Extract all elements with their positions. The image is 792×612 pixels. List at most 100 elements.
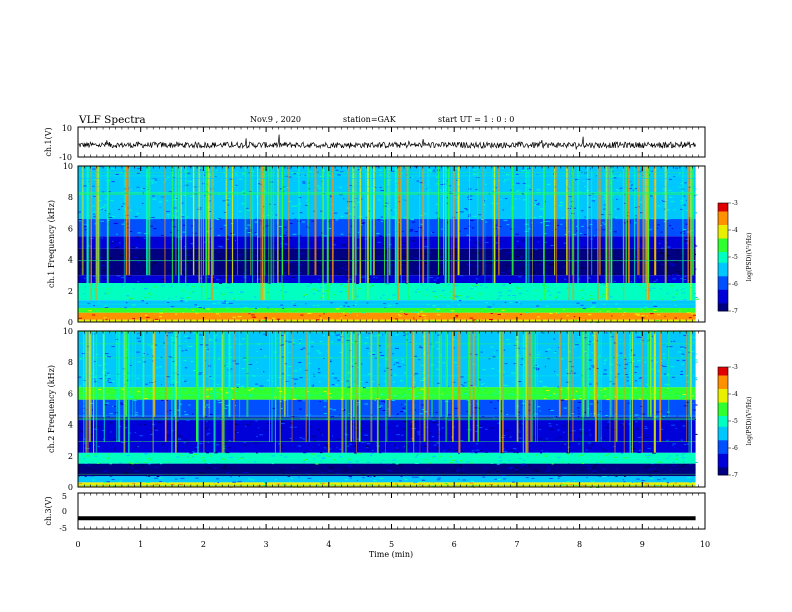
- ch2-spec-speckle: [538, 406, 540, 408]
- ch1-spec-speckle: [254, 277, 258, 279]
- ch1-spec-speckle: [528, 239, 531, 241]
- ch1-spec-speckle: [137, 261, 141, 263]
- ch1-spec-speckle: [363, 222, 366, 224]
- ch2-spec-speckle: [446, 425, 449, 427]
- ch1-spec-speckle: [135, 281, 137, 283]
- ch1-spec-speckle: [676, 202, 678, 204]
- ch1-spec-speckle: [222, 216, 225, 218]
- ch2-spec-speckle: [198, 442, 203, 444]
- ch1-spec-speckle: [229, 292, 233, 293]
- ch1-spec-speckle: [640, 241, 643, 242]
- ch1-spec-speckle: [694, 304, 696, 306]
- ch1-spec-speckle: [124, 307, 127, 309]
- ch1-spec-speckle: [108, 202, 112, 204]
- ch1-spec-speckle: [418, 227, 423, 229]
- ch2-spec-speckle: [150, 345, 154, 347]
- ch1-spec-speckle: [222, 200, 226, 202]
- ch2-spec-speckle: [78, 483, 81, 485]
- ch1-spec-speckle: [442, 173, 446, 175]
- ch1-spec-speckle: [578, 250, 581, 252]
- ch1-spec-speckle: [605, 317, 608, 319]
- ch1-spec-speckle: [78, 249, 81, 251]
- ch1-spec-speckle: [167, 302, 170, 303]
- ch2-spec-band-0: [78, 482, 696, 487]
- ch1-spec-speckle: [159, 312, 163, 314]
- ch1-spec-speckle: [586, 245, 588, 247]
- ch2-spec-speckle: [176, 456, 180, 458]
- ch2-spec-speckle: [391, 400, 395, 401]
- ch1-spec-speckle: [423, 239, 428, 241]
- ch2-spec-speckle: [478, 425, 482, 427]
- ch1-spec-speckle: [206, 308, 210, 310]
- ch1-spec-speckle: [104, 215, 108, 217]
- ch1-spec-speckle: [106, 292, 109, 294]
- ch2-spec-speckle: [663, 345, 667, 346]
- ch1-spec-speckle: [290, 269, 294, 271]
- ch1-spec-speckle: [692, 244, 696, 246]
- ch2-spec-speckle: [369, 484, 373, 486]
- ch1-spec-speckle: [93, 196, 96, 197]
- ch2-spec-speckle: [392, 463, 395, 465]
- ch1-spec-speckle: [135, 236, 139, 238]
- ch2-spec-speckle: [183, 469, 185, 471]
- ch1-spec-streak: [568, 166, 570, 301]
- ch2-spec-speckle: [254, 386, 259, 388]
- ch1-spec-speckle: [182, 224, 186, 226]
- ch2-spec-speckle: [418, 392, 421, 394]
- ch1-spec-speckle: [207, 276, 210, 278]
- ch1-spec-speckle: [311, 220, 314, 222]
- ch1-spec-speckle: [247, 232, 251, 233]
- ch1-spec-speckle: [168, 311, 171, 313]
- ch2-spec-speckle: [91, 424, 94, 426]
- ch1-spec-speckle: [589, 294, 593, 296]
- ch1-spec-speckle: [603, 200, 608, 202]
- ch1-spec-speckle: [243, 272, 246, 274]
- ch2-spec-speckle: [91, 426, 95, 427]
- ch1-spec-streak: [210, 166, 213, 301]
- ch1-spec-speckle: [650, 195, 653, 197]
- ch1-spec-speckle: [338, 245, 340, 247]
- ch2-spec-speckle: [256, 361, 258, 363]
- ch1-spec-speckle: [448, 311, 453, 313]
- ch1-spec-speckle: [386, 298, 390, 300]
- ch1-spec-streak: [511, 166, 514, 276]
- ch2-spec-speckle: [216, 416, 220, 418]
- ch1-spec-speckle: [486, 215, 491, 217]
- ch1-spec-speckle: [650, 250, 653, 252]
- ch1-spec-speckle: [340, 317, 342, 319]
- ch2-spec-speckle: [366, 445, 369, 447]
- ch1-spec-speckle: [104, 198, 107, 200]
- ch1-spec-speckle: [669, 263, 673, 265]
- ch1-spec-speckle: [239, 207, 243, 209]
- ch1-spec-speckle: [319, 210, 323, 212]
- ch1-spec-speckle: [550, 181, 551, 183]
- ch1-spec-speckle: [397, 180, 401, 181]
- ch1-spec-speckle: [295, 246, 297, 248]
- ch2-spec-speckle: [582, 470, 586, 472]
- ch2-spec-speckle: [686, 477, 691, 479]
- ch2-spec-speckle: [256, 436, 258, 438]
- ch1-spec-speckle: [430, 285, 432, 287]
- ch1-spec-speckle: [130, 189, 132, 191]
- ch2-spec-speckle: [660, 474, 664, 476]
- ch1-spec-speckle: [357, 265, 360, 266]
- ch2-spec-speckle: [200, 448, 204, 450]
- ch1-spec-speckle: [191, 225, 194, 227]
- ch2-spec-speckle: [86, 448, 90, 449]
- ch1-spec-speckle: [119, 301, 121, 303]
- ch2-spec-speckle: [356, 438, 360, 440]
- ch1-spec-speckle: [282, 283, 286, 285]
- ch1-spec-speckle: [414, 291, 418, 293]
- ch2-spec-speckle: [143, 426, 146, 428]
- ch1-spec-speckle: [323, 192, 325, 194]
- ch2-spec-speckle: [560, 379, 565, 381]
- ch1-spec-speckle: [505, 174, 510, 176]
- ch2-spec-speckle: [359, 338, 362, 340]
- ch1-spec-speckle: [674, 230, 678, 232]
- ch1-spec-speckle: [79, 275, 84, 277]
- ch1-spec-speckle: [676, 196, 680, 198]
- ch2-spec-speckle: [431, 436, 435, 438]
- ch1-spec-speckle: [412, 237, 415, 239]
- ch1-spec-speckle: [293, 305, 297, 306]
- ch2-spec-speckle: [79, 421, 82, 423]
